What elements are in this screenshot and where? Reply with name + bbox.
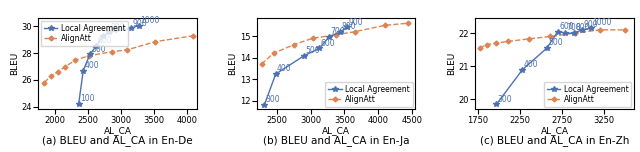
Text: 400: 400 <box>277 64 292 73</box>
AlignAtt <box>47 75 55 77</box>
Local Agreement <box>561 32 569 34</box>
Local Agreement <box>518 69 526 71</box>
Local Agreement <box>86 54 93 55</box>
Text: (c) BLEU and AL_CA in En-Zh: (c) BLEU and AL_CA in En-Zh <box>480 135 629 146</box>
AlignAtt <box>476 47 483 49</box>
Local Agreement <box>127 27 134 29</box>
Local Agreement <box>336 31 344 33</box>
Text: 1000: 1000 <box>140 16 159 25</box>
Local Agreement <box>93 45 100 47</box>
Text: 900: 900 <box>132 19 147 28</box>
Local Agreement <box>493 104 500 105</box>
AlignAtt <box>84 55 92 57</box>
Local Agreement <box>272 73 280 75</box>
Local Agreement <box>79 70 87 71</box>
Text: 1000: 1000 <box>592 18 611 27</box>
AlignAtt <box>571 32 579 34</box>
Text: (a) BLEU and AL_CA in En-De: (a) BLEU and AL_CA in En-De <box>42 135 193 146</box>
AlignAtt <box>333 34 340 36</box>
AlignAtt <box>547 36 554 37</box>
Text: (b) BLEU and AL_CA in En-Ja: (b) BLEU and AL_CA in En-Ja <box>263 135 409 146</box>
Y-axis label: BLEU: BLEU <box>10 52 19 75</box>
Text: 500: 500 <box>92 45 106 54</box>
AlignAtt <box>61 66 69 67</box>
Text: 700: 700 <box>567 23 581 32</box>
Text: 500: 500 <box>548 38 563 47</box>
Text: 600: 600 <box>559 22 574 31</box>
Local Agreement <box>300 55 308 57</box>
AlignAtt <box>504 41 512 42</box>
AlignAtt <box>351 31 358 33</box>
Local Agreement <box>105 31 113 33</box>
Local Agreement <box>325 36 333 38</box>
Text: 400: 400 <box>524 60 538 69</box>
Text: 100: 100 <box>80 94 95 103</box>
AlignAtt <box>71 60 79 61</box>
Text: 300: 300 <box>266 95 280 104</box>
Y-axis label: BLEU: BLEU <box>228 52 237 75</box>
Local Agreement <box>587 27 595 29</box>
Line: Local Agreement: Local Agreement <box>262 25 350 108</box>
AlignAtt <box>381 24 388 26</box>
Line: Local Agreement: Local Agreement <box>76 23 141 107</box>
AlignAtt <box>124 49 131 51</box>
Line: AlignAtt: AlignAtt <box>43 34 195 84</box>
Text: 600: 600 <box>321 38 335 48</box>
Local Agreement <box>554 31 562 32</box>
Line: Local Agreement: Local Agreement <box>493 25 593 107</box>
Text: 800: 800 <box>110 22 125 32</box>
Legend: Local Agreement, AlignAtt: Local Agreement, AlignAtt <box>543 81 631 107</box>
Text: 400: 400 <box>84 61 99 70</box>
Y-axis label: BLEU: BLEU <box>447 52 456 75</box>
X-axis label: AL_CA: AL_CA <box>322 126 350 135</box>
AlignAtt <box>54 71 61 73</box>
AlignAtt <box>40 82 48 84</box>
AlignAtt <box>151 41 159 43</box>
AlignAtt <box>108 51 115 53</box>
Legend: Local Agreement, AlignAtt: Local Agreement, AlignAtt <box>325 81 413 107</box>
AlignAtt <box>525 38 533 40</box>
AlignAtt <box>189 35 197 37</box>
Local Agreement <box>260 104 268 106</box>
Legend: Local Agreement, AlignAtt: Local Agreement, AlignAtt <box>41 21 129 46</box>
Text: 700: 700 <box>330 27 345 36</box>
X-axis label: AL_CA: AL_CA <box>104 126 132 135</box>
Local Agreement <box>343 27 351 28</box>
Text: 600: 600 <box>98 36 113 45</box>
AlignAtt <box>270 52 278 54</box>
Local Agreement <box>543 47 550 49</box>
AlignAtt <box>621 29 629 31</box>
Local Agreement <box>135 25 143 27</box>
Local Agreement <box>570 32 578 34</box>
Text: 900: 900 <box>349 18 363 27</box>
Local Agreement <box>316 47 323 49</box>
Text: 800: 800 <box>341 22 356 31</box>
Text: 500: 500 <box>305 46 320 55</box>
Line: AlignAtt: AlignAtt <box>260 21 410 66</box>
AlignAtt <box>290 44 298 46</box>
Text: 900: 900 <box>584 20 598 29</box>
Text: 800: 800 <box>575 23 589 32</box>
Local Agreement <box>75 103 83 105</box>
AlignAtt <box>596 29 604 31</box>
AlignAtt <box>404 22 412 24</box>
AlignAtt <box>483 44 490 46</box>
X-axis label: AL_CA: AL_CA <box>540 126 568 135</box>
Text: 700: 700 <box>104 26 119 35</box>
AlignAtt <box>258 63 266 65</box>
Local Agreement <box>99 35 107 37</box>
Local Agreement <box>579 29 586 31</box>
AlignAtt <box>492 42 499 44</box>
AlignAtt <box>309 37 317 39</box>
Text: 300: 300 <box>498 95 513 104</box>
Line: AlignAtt: AlignAtt <box>478 28 627 50</box>
